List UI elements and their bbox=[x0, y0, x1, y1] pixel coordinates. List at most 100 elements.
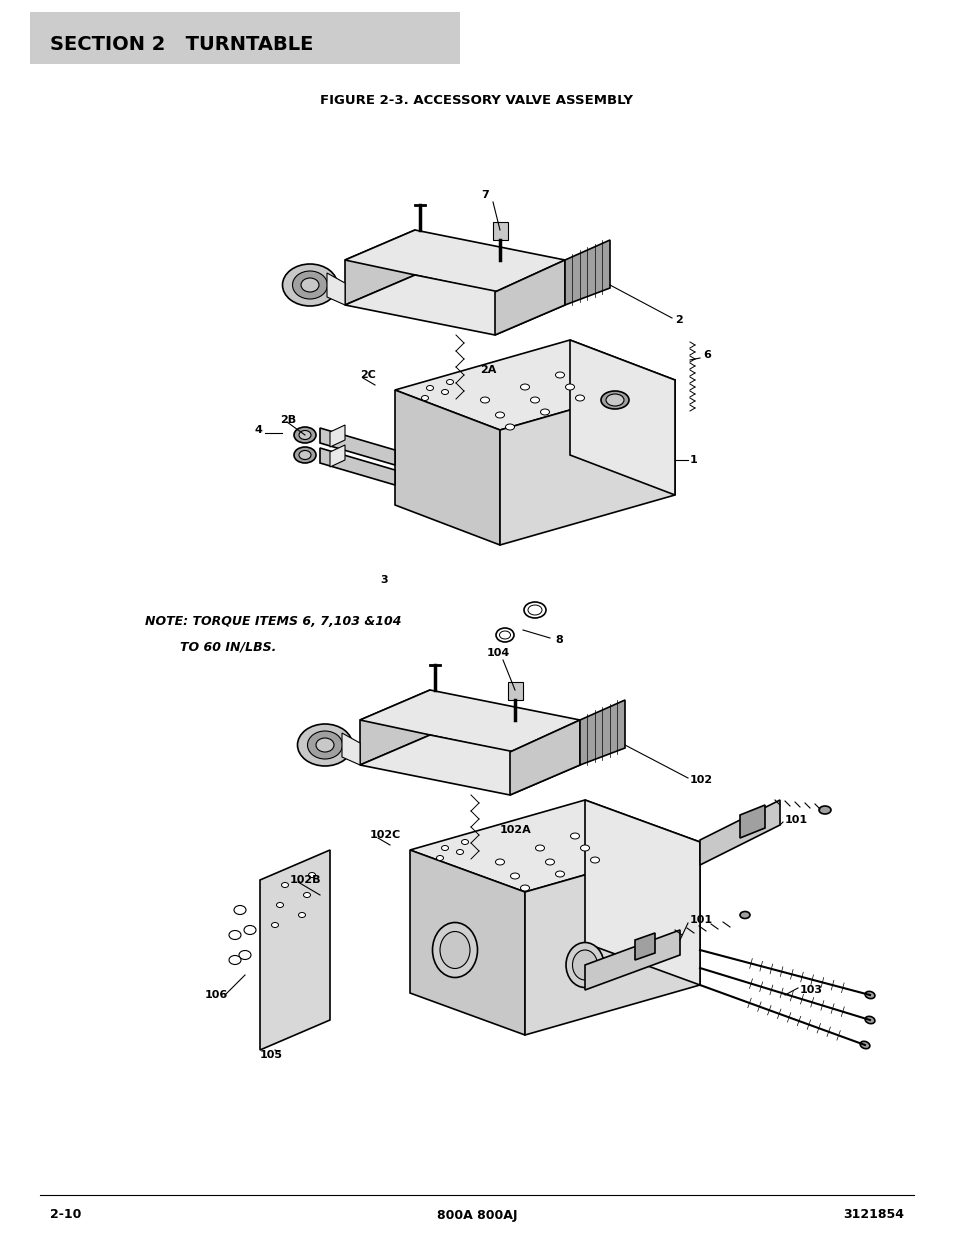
Ellipse shape bbox=[520, 384, 529, 390]
Text: TO 60 IN/LBS.: TO 60 IN/LBS. bbox=[145, 640, 276, 653]
Text: 102: 102 bbox=[689, 776, 713, 785]
Ellipse shape bbox=[590, 857, 598, 863]
Polygon shape bbox=[569, 340, 675, 495]
Text: 101: 101 bbox=[784, 815, 807, 825]
Polygon shape bbox=[584, 800, 700, 986]
Polygon shape bbox=[564, 240, 609, 305]
Text: 101: 101 bbox=[689, 915, 713, 925]
Ellipse shape bbox=[272, 923, 278, 927]
Polygon shape bbox=[327, 273, 345, 305]
Text: SECTION 2   TURNTABLE: SECTION 2 TURNTABLE bbox=[50, 35, 313, 53]
Ellipse shape bbox=[499, 631, 510, 638]
Polygon shape bbox=[584, 930, 679, 990]
Bar bbox=[507, 682, 522, 700]
Ellipse shape bbox=[510, 873, 519, 879]
Ellipse shape bbox=[439, 931, 470, 968]
Ellipse shape bbox=[294, 447, 315, 463]
Polygon shape bbox=[510, 720, 579, 795]
Ellipse shape bbox=[298, 451, 311, 459]
Text: 2C: 2C bbox=[359, 370, 375, 380]
Polygon shape bbox=[395, 390, 499, 545]
Ellipse shape bbox=[229, 930, 241, 940]
Ellipse shape bbox=[530, 396, 539, 403]
Polygon shape bbox=[499, 380, 675, 545]
Ellipse shape bbox=[565, 384, 574, 390]
Text: 1: 1 bbox=[689, 454, 697, 466]
Text: 106: 106 bbox=[205, 990, 228, 1000]
Ellipse shape bbox=[446, 379, 453, 384]
Text: 102B: 102B bbox=[290, 876, 321, 885]
Text: FIGURE 2-3. ACCESSORY VALVE ASSEMBLY: FIGURE 2-3. ACCESSORY VALVE ASSEMBLY bbox=[320, 94, 633, 106]
Ellipse shape bbox=[276, 903, 283, 908]
Ellipse shape bbox=[740, 911, 749, 919]
Text: 105: 105 bbox=[260, 1050, 283, 1060]
Polygon shape bbox=[319, 448, 395, 485]
Ellipse shape bbox=[456, 850, 463, 855]
Ellipse shape bbox=[605, 394, 623, 406]
Ellipse shape bbox=[575, 395, 584, 401]
Ellipse shape bbox=[441, 846, 448, 851]
Ellipse shape bbox=[315, 739, 334, 752]
Ellipse shape bbox=[572, 950, 597, 981]
Ellipse shape bbox=[505, 424, 514, 430]
Polygon shape bbox=[635, 932, 655, 960]
Ellipse shape bbox=[520, 885, 529, 890]
Ellipse shape bbox=[600, 391, 628, 409]
Ellipse shape bbox=[298, 431, 311, 440]
Ellipse shape bbox=[282, 264, 337, 306]
Text: 4: 4 bbox=[254, 425, 263, 435]
Text: 6: 6 bbox=[702, 350, 710, 359]
Text: 3121854: 3121854 bbox=[842, 1209, 903, 1221]
Ellipse shape bbox=[495, 860, 504, 864]
Polygon shape bbox=[410, 850, 524, 1035]
Ellipse shape bbox=[432, 923, 477, 977]
Polygon shape bbox=[359, 690, 430, 764]
Ellipse shape bbox=[294, 427, 315, 443]
Polygon shape bbox=[579, 700, 624, 764]
Polygon shape bbox=[330, 445, 345, 467]
Ellipse shape bbox=[244, 925, 255, 935]
Ellipse shape bbox=[301, 278, 318, 291]
Ellipse shape bbox=[233, 905, 246, 914]
Ellipse shape bbox=[436, 856, 443, 861]
Polygon shape bbox=[345, 230, 415, 305]
Polygon shape bbox=[700, 800, 780, 864]
Ellipse shape bbox=[293, 270, 327, 299]
Text: 102C: 102C bbox=[370, 830, 401, 840]
Ellipse shape bbox=[281, 883, 288, 888]
Ellipse shape bbox=[441, 389, 448, 394]
Ellipse shape bbox=[297, 724, 352, 766]
Ellipse shape bbox=[421, 395, 428, 400]
Polygon shape bbox=[341, 734, 359, 764]
Ellipse shape bbox=[307, 731, 342, 760]
Bar bbox=[30, 12, 459, 64]
Text: 104: 104 bbox=[486, 648, 509, 658]
Text: 2: 2 bbox=[675, 315, 682, 325]
Ellipse shape bbox=[570, 832, 578, 839]
Ellipse shape bbox=[864, 1016, 874, 1024]
Text: 8: 8 bbox=[555, 635, 562, 645]
Ellipse shape bbox=[860, 1041, 869, 1049]
Ellipse shape bbox=[540, 409, 549, 415]
Text: 2B: 2B bbox=[280, 415, 295, 425]
Polygon shape bbox=[495, 261, 564, 335]
Ellipse shape bbox=[426, 385, 433, 390]
Ellipse shape bbox=[298, 913, 305, 918]
Polygon shape bbox=[330, 425, 345, 447]
Polygon shape bbox=[395, 340, 675, 430]
Text: 2A: 2A bbox=[479, 366, 496, 375]
Ellipse shape bbox=[239, 951, 251, 960]
Ellipse shape bbox=[229, 956, 241, 965]
Ellipse shape bbox=[308, 872, 315, 878]
Polygon shape bbox=[345, 230, 564, 291]
Ellipse shape bbox=[555, 372, 564, 378]
Ellipse shape bbox=[545, 860, 554, 864]
Ellipse shape bbox=[535, 845, 544, 851]
Polygon shape bbox=[359, 690, 579, 752]
Ellipse shape bbox=[579, 845, 589, 851]
Text: 7: 7 bbox=[480, 190, 488, 200]
Ellipse shape bbox=[303, 893, 310, 898]
Text: 103: 103 bbox=[800, 986, 822, 995]
Polygon shape bbox=[740, 805, 764, 839]
Ellipse shape bbox=[864, 992, 874, 999]
